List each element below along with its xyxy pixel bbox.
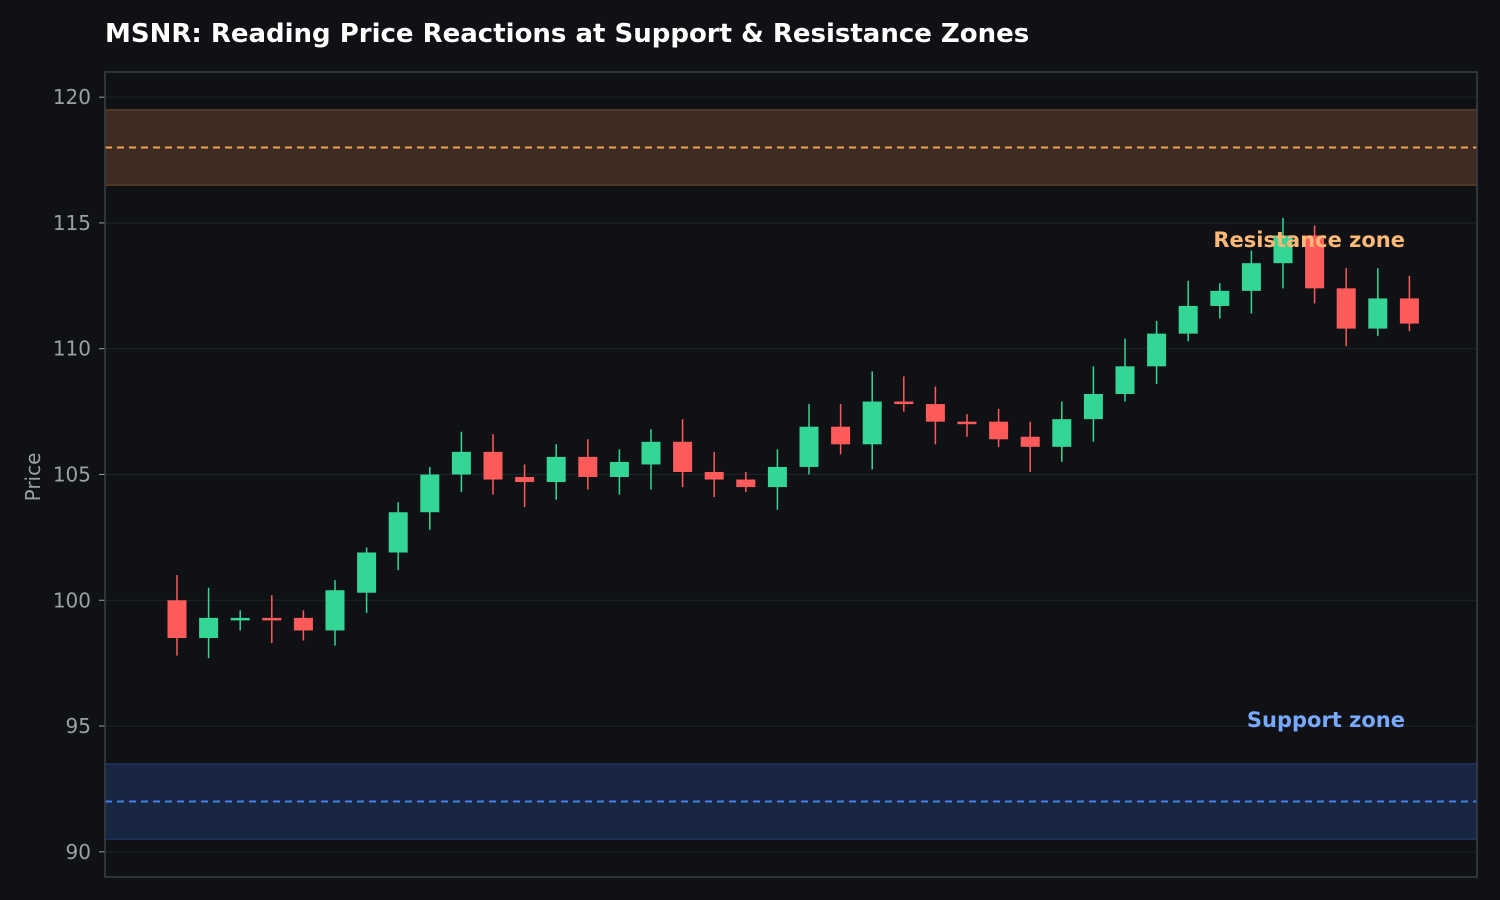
- candle-body-up: [230, 617, 250, 621]
- candle-body-down: [1336, 288, 1356, 329]
- candle-body-up: [862, 401, 882, 445]
- candle-body-down: [831, 426, 851, 445]
- candle-body-down: [989, 421, 1009, 440]
- candle-body-up: [357, 552, 377, 593]
- candle-body-down: [515, 477, 535, 483]
- candle-body-down: [483, 451, 503, 480]
- candle-body-up: [799, 426, 819, 467]
- candle-body-up: [1178, 305, 1198, 334]
- y-axis-label: Price: [21, 453, 45, 502]
- candle-body-up: [641, 441, 661, 465]
- y-tick-label: 120: [53, 85, 91, 109]
- candle-body-up: [420, 474, 440, 513]
- candle-body-down: [1399, 298, 1419, 324]
- candle-body-up: [546, 456, 566, 483]
- candle-body-down: [293, 617, 313, 631]
- candle-body-up: [767, 466, 787, 488]
- candle-body-down: [262, 617, 282, 621]
- candle-body-down: [673, 441, 693, 472]
- candle-body-down: [1305, 235, 1325, 289]
- y-tick-label: 105: [53, 463, 91, 487]
- candle-body-up: [388, 512, 408, 553]
- candle-body-down: [1020, 436, 1040, 447]
- candle-body-down: [925, 404, 945, 422]
- y-tick-label: 115: [53, 211, 91, 235]
- candle-body-up: [1241, 263, 1261, 291]
- candle-body-up: [1210, 290, 1230, 306]
- candle-body-up: [1052, 419, 1072, 447]
- y-tick-label: 100: [53, 588, 91, 612]
- candle-body-up: [1273, 235, 1293, 264]
- y-tick-label: 90: [66, 840, 91, 864]
- y-tick-label: 95: [66, 714, 91, 738]
- candle-body-up: [451, 451, 471, 475]
- chart-title: MSNR: Reading Price Reactions at Support…: [105, 19, 1029, 49]
- plot-frame: [104, 71, 1478, 878]
- candle-body-down: [704, 471, 724, 480]
- candle-body-down: [578, 456, 598, 478]
- candle-body-up: [1147, 333, 1167, 367]
- candle-body-up: [199, 617, 219, 639]
- candle-body-up: [1368, 298, 1388, 329]
- candle-body-up: [325, 590, 345, 631]
- candle-body-down: [736, 479, 756, 488]
- candle-body-down: [894, 401, 914, 405]
- support-zone-label: Support zone: [1247, 708, 1405, 732]
- plot-area: 90 95 100 105 110 115 120 Resistance zone Suppor…: [53, 71, 1478, 878]
- candle-body-up: [609, 461, 629, 478]
- y-tick-label: 110: [53, 337, 91, 361]
- candle-body-up: [1115, 366, 1135, 394]
- resistance-zone-label: Resistance zone: [1213, 228, 1405, 252]
- candle-body-down: [167, 600, 187, 639]
- candle-body-up: [1083, 394, 1103, 420]
- candle-body-down: [957, 421, 977, 425]
